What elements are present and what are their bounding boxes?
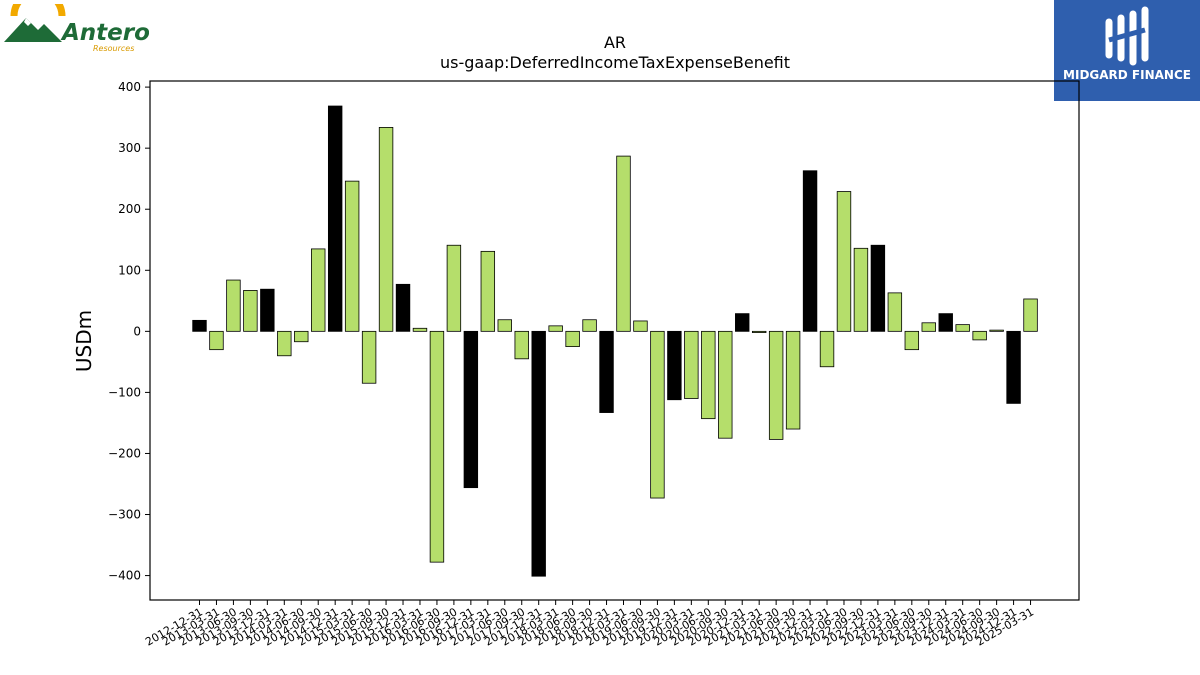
bar-2012-12-31 xyxy=(192,319,207,332)
y-tick-label: 300 xyxy=(118,141,141,155)
antero-mountain-icon: Antero Resources xyxy=(4,0,150,53)
y-axis-label: USDm xyxy=(72,310,96,372)
bar-2013-03-31 xyxy=(209,330,224,351)
y-tick-label: −400 xyxy=(108,569,141,583)
bar-2018-12-31 xyxy=(599,330,614,413)
bar-2016-03-31 xyxy=(412,327,428,332)
bar-2018-06-30 xyxy=(565,330,580,348)
bar-2022-03-31 xyxy=(819,330,835,368)
bar-2022-12-31 xyxy=(870,244,886,332)
y-tick-label: 100 xyxy=(118,263,141,277)
bar-2021-06-30 xyxy=(768,330,784,440)
bar-2013-09-30 xyxy=(243,290,258,332)
plot-area: 4003002001000−100−200−300−4002012-12-312… xyxy=(108,80,1038,649)
bar-2020-09-30 xyxy=(718,330,733,439)
bar-2019-03-31 xyxy=(616,155,631,332)
bar-2016-06-30 xyxy=(429,330,445,563)
bar-2017-09-30 xyxy=(514,330,529,360)
bar-2020-03-31 xyxy=(684,330,699,399)
bar-2020-06-30 xyxy=(701,330,716,420)
bar-2014-12-31 xyxy=(327,105,343,332)
bar-2024-09-30 xyxy=(989,329,1004,332)
bar-2024-03-31 xyxy=(955,324,970,332)
chart-subtitle: us-gaap:DeferredIncomeTaxExpenseBenefit xyxy=(440,53,790,72)
bar-2023-06-30 xyxy=(904,330,920,351)
y-tick-label: 200 xyxy=(118,202,141,216)
bar-2013-06-30 xyxy=(226,279,241,332)
bar-2015-06-30 xyxy=(361,330,377,384)
bar-2015-03-31 xyxy=(344,180,360,332)
bar-2019-09-30 xyxy=(650,330,665,499)
bar-2024-12-31 xyxy=(1006,330,1021,404)
bar-2021-12-31 xyxy=(802,170,818,332)
y-tick-label: 0 xyxy=(133,324,141,338)
plot-frame xyxy=(149,80,1080,601)
bar-2023-09-30 xyxy=(921,322,936,332)
antero-logo-text: Antero xyxy=(60,20,149,46)
y-tick-label: −200 xyxy=(108,446,141,460)
bar-2021-09-30 xyxy=(785,330,801,430)
bar-2020-12-31 xyxy=(735,313,750,332)
chart-title: AR xyxy=(604,33,626,52)
bar-2014-09-30 xyxy=(311,248,326,332)
bar-2016-09-30 xyxy=(446,244,462,332)
bar-2018-03-31 xyxy=(548,325,563,332)
bar-2017-12-31 xyxy=(531,330,546,577)
bar-2015-09-30 xyxy=(378,127,394,332)
bar-2014-03-31 xyxy=(277,330,292,357)
bar-2015-12-31 xyxy=(395,283,411,332)
bar-2023-03-31 xyxy=(887,292,903,332)
midgard-logo: MIDGARD FINANCE xyxy=(1054,0,1200,101)
bar-2019-06-30 xyxy=(633,320,648,332)
bar-2018-09-30 xyxy=(582,319,597,332)
antero-logo: Antero Resources xyxy=(4,0,150,54)
y-tick-label: 400 xyxy=(118,80,141,94)
bar-2022-09-30 xyxy=(853,247,869,332)
bar-2025-03-31 xyxy=(1023,298,1038,332)
bar-2021-03-31 xyxy=(751,330,767,333)
y-tick-label: −300 xyxy=(108,508,141,522)
bar-2022-06-30 xyxy=(836,191,852,332)
bar-2017-03-31 xyxy=(480,250,496,332)
midgard-logo-text: MIDGARD FINANCE xyxy=(1063,68,1191,82)
bar-2013-12-31 xyxy=(260,288,275,332)
y-tick-label: −100 xyxy=(108,385,141,399)
bar-2023-12-31 xyxy=(938,313,953,332)
midgard-emblem-icon xyxy=(1105,6,1149,66)
bar-2014-06-30 xyxy=(294,330,309,343)
bar-2019-12-31 xyxy=(667,330,682,401)
bar-2017-06-30 xyxy=(497,319,512,332)
bar-2016-12-31 xyxy=(463,330,479,489)
bar-2024-06-30 xyxy=(972,330,987,341)
antero-logo-sub: Resources xyxy=(93,44,134,53)
